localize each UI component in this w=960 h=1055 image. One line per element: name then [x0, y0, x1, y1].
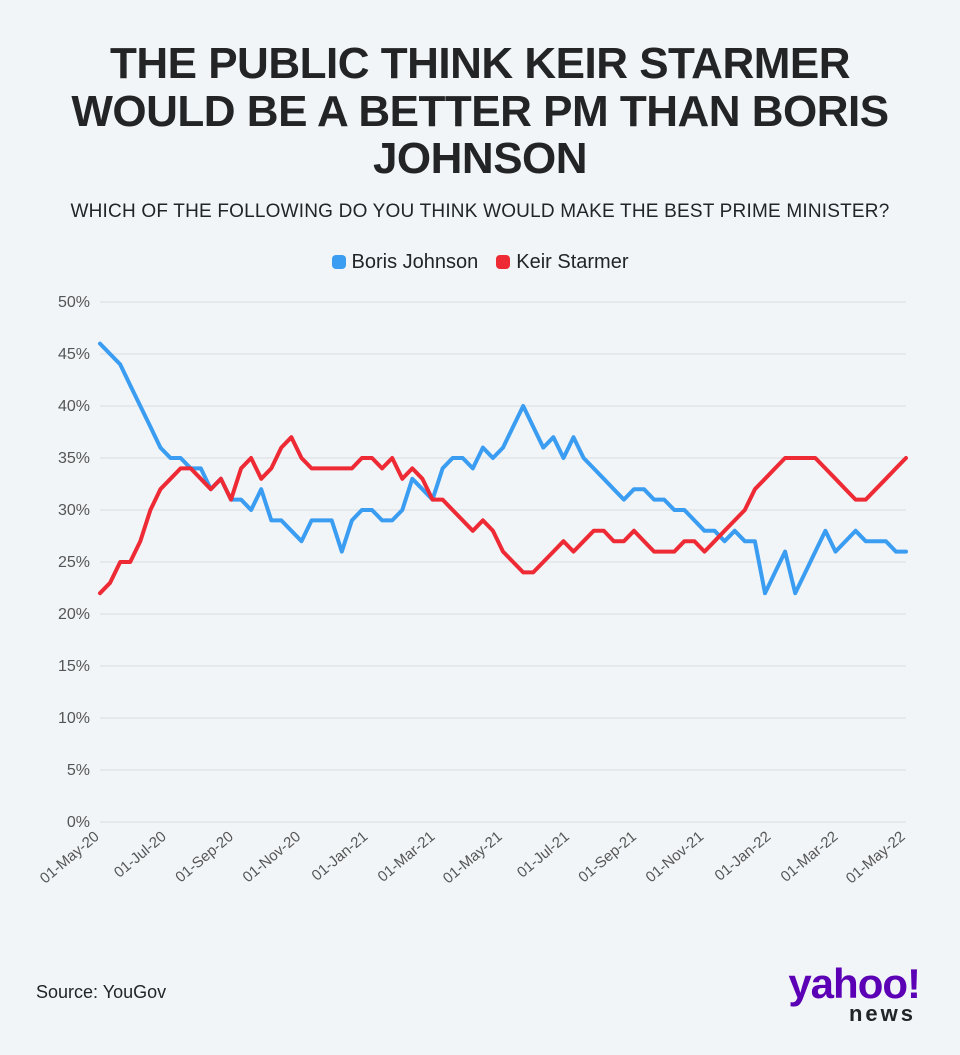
svg-text:01-Jan-22: 01-Jan-22	[712, 828, 775, 884]
svg-text:01-Nov-20: 01-Nov-20	[239, 828, 304, 886]
svg-text:01-Mar-22: 01-Mar-22	[777, 828, 841, 886]
chart-title: THE PUBLIC THINK KEIR STARMER WOULD BE A…	[42, 40, 918, 183]
legend-item-boris: Boris Johnson	[332, 251, 479, 274]
svg-text:01-May-21: 01-May-21	[440, 828, 506, 887]
svg-text:01-May-22: 01-May-22	[843, 828, 909, 887]
svg-text:0%: 0%	[67, 814, 90, 831]
svg-text:15%: 15%	[58, 658, 90, 675]
svg-text:25%: 25%	[58, 554, 90, 571]
svg-text:01-Mar-21: 01-Mar-21	[374, 828, 438, 886]
yahoo-news-logo: yahoo! news	[788, 965, 920, 1027]
chart-legend: Boris Johnson Keir Starmer	[32, 251, 928, 274]
chart-svg: 0% 5% 10% 15% 20% 25% 30% 35% 40% 45% 50% 01-May-2…	[40, 292, 920, 932]
svg-text:5%: 5%	[67, 762, 90, 779]
svg-text:01-Jan-21: 01-Jan-21	[309, 828, 372, 884]
svg-text:01-Jul-21: 01-Jul-21	[514, 828, 573, 881]
svg-text:50%: 50%	[58, 294, 90, 311]
svg-text:40%: 40%	[58, 398, 90, 415]
legend-item-starmer: Keir Starmer	[496, 251, 628, 274]
svg-text:10%: 10%	[58, 710, 90, 727]
legend-label: Keir Starmer	[516, 251, 628, 274]
svg-text:45%: 45%	[58, 346, 90, 363]
source-text: Source: YouGov	[36, 982, 166, 1003]
chart-subtitle: WHICH OF THE FOLLOWING DO YOU THINK WOUL…	[32, 201, 928, 223]
svg-text:01-Nov-21: 01-Nov-21	[642, 828, 707, 886]
svg-text:30%: 30%	[58, 502, 90, 519]
chart-card: THE PUBLIC THINK KEIR STARMER WOULD BE A…	[0, 0, 960, 1055]
legend-swatch	[496, 255, 510, 269]
svg-text:01-May-20: 01-May-20	[37, 828, 103, 887]
svg-text:20%: 20%	[58, 606, 90, 623]
svg-text:01-Sep-21: 01-Sep-21	[575, 828, 640, 886]
svg-text:01-Sep-20: 01-Sep-20	[172, 828, 237, 886]
svg-text:01-Jul-20: 01-Jul-20	[111, 828, 170, 881]
svg-text:35%: 35%	[58, 450, 90, 467]
logo-main-text: yahoo!	[788, 965, 920, 1003]
chart-plot-area: 0% 5% 10% 15% 20% 25% 30% 35% 40% 45% 50% 01-May-2…	[40, 292, 920, 932]
legend-swatch	[332, 255, 346, 269]
legend-label: Boris Johnson	[352, 251, 479, 274]
